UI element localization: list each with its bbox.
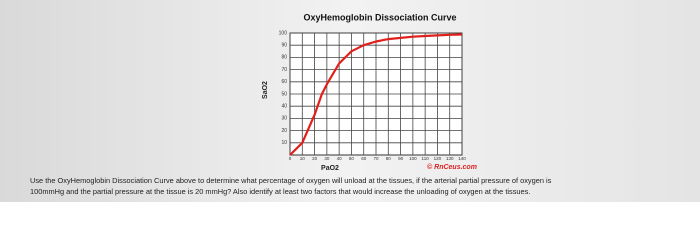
x-tick-label: 50 [349, 156, 355, 161]
x-tick-label: 80 [386, 156, 392, 161]
watermark: © RnCeus.com [427, 163, 477, 171]
x-tick-label: 130 [446, 156, 454, 161]
y-tick-label: 20 [281, 128, 287, 134]
y-axis-label: SaO2 [262, 81, 269, 99]
x-tick-label: 40 [337, 156, 343, 161]
x-tick-label: 30 [324, 156, 330, 161]
question-line: 100mmHg and the partial pressure at the … [30, 187, 530, 196]
y-tick-label: 70 [281, 67, 287, 73]
y-tick-label: 40 [281, 104, 287, 110]
page: OxyHemoglobin Dissociation Curve SaO2 Pa… [0, 0, 700, 202]
y-tick-label: 10 [281, 140, 287, 146]
y-tick-label: 80 [281, 55, 287, 61]
x-tick-label: 60 [361, 156, 367, 161]
x-tick-label: 90 [398, 156, 404, 161]
x-axis-label: PaO2 [321, 165, 339, 172]
y-tick-label: 30 [281, 116, 287, 122]
x-tick-label: 100 [409, 156, 417, 161]
x-tick-label: 0 [289, 156, 292, 161]
question-line: Use the OxyHemoglobin Dissociation Curve… [30, 176, 552, 185]
curve [289, 33, 463, 156]
x-tick-label: 20 [312, 156, 318, 161]
y-tick-label: 90 [281, 43, 287, 49]
x-tick-label: 70 [373, 156, 379, 161]
chart-title: OxyHemoglobin Dissociation Curve [303, 12, 456, 22]
screenshot: OxyHemoglobin Dissociation Curve SaO2 Pa… [0, 0, 700, 202]
y-tick-label: 50 [281, 91, 287, 97]
x-tick-label: 110 [422, 156, 430, 161]
x-tick-label: 10 [300, 156, 306, 161]
y-tick-label: 100 [279, 30, 288, 36]
x-tick-label: 120 [434, 156, 442, 161]
x-tick-label: 140 [458, 156, 466, 161]
y-tick-label: 60 [281, 79, 287, 85]
